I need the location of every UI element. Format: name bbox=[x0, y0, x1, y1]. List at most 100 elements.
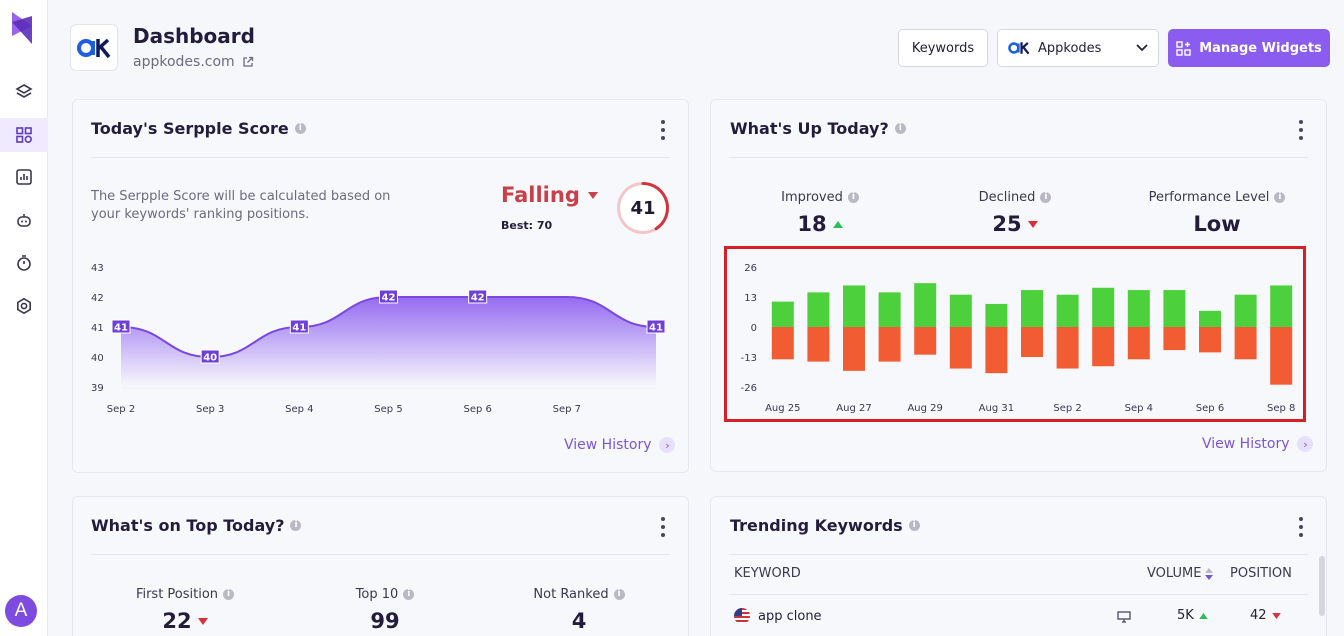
svg-text:41: 41 bbox=[292, 323, 306, 334]
whats-up-view-history-link[interactable]: View History › bbox=[1202, 436, 1314, 452]
whats-up-title-text: What's Up Today? bbox=[730, 119, 889, 138]
x-tick-label: Aug 31 bbox=[979, 403, 1014, 414]
bar-declined[interactable] bbox=[1056, 327, 1079, 369]
y-tick-label: 0 bbox=[751, 323, 757, 334]
bar-declined[interactable] bbox=[985, 327, 1008, 374]
bar-improved[interactable] bbox=[1199, 310, 1221, 327]
bar-declined[interactable] bbox=[1270, 327, 1293, 385]
project-select[interactable]: Appkodes bbox=[997, 29, 1159, 67]
bar-declined[interactable] bbox=[878, 327, 901, 362]
bar-declined[interactable] bbox=[1092, 327, 1115, 367]
divider bbox=[729, 594, 1308, 595]
not-ranked-value: 4 bbox=[571, 609, 587, 633]
trending-menu-icon[interactable] bbox=[1298, 517, 1304, 537]
bar-improved[interactable] bbox=[914, 283, 937, 327]
domain-text[interactable]: appkodes.com bbox=[133, 54, 235, 70]
bar-improved[interactable] bbox=[1127, 290, 1150, 327]
manage-widgets-button[interactable]: Manage Widgets bbox=[1168, 29, 1330, 67]
user-avatar[interactable]: A bbox=[5, 595, 37, 627]
volume-column-header[interactable]: VOLUME bbox=[1147, 566, 1214, 581]
performance-value: Low bbox=[1193, 212, 1241, 236]
svg-text:42: 42 bbox=[382, 293, 396, 304]
y-tick-label: 13 bbox=[744, 293, 757, 304]
bar-declined[interactable] bbox=[1163, 327, 1186, 351]
bar-declined[interactable] bbox=[771, 327, 794, 360]
bar-improved[interactable] bbox=[1056, 294, 1079, 327]
external-link-icon[interactable] bbox=[242, 56, 254, 68]
y-tick-label: 43 bbox=[91, 263, 104, 274]
bar-declined[interactable] bbox=[1199, 327, 1221, 353]
score-data-label: 41 bbox=[111, 319, 131, 334]
dashboard-icon[interactable] bbox=[0, 118, 48, 152]
info-icon[interactable]: i bbox=[1274, 192, 1286, 203]
bar-declined[interactable] bbox=[949, 327, 972, 369]
bar-declined[interactable] bbox=[807, 327, 830, 362]
serpple-view-history-link[interactable]: View History › bbox=[564, 437, 676, 453]
not-ranked-stat: Not Ranked i 4 bbox=[519, 587, 639, 633]
bar-declined[interactable] bbox=[1234, 327, 1257, 360]
bar-improved[interactable] bbox=[843, 285, 865, 327]
info-icon[interactable]: i bbox=[294, 123, 306, 134]
not-ranked-label: Not Ranked bbox=[533, 587, 609, 602]
serpple-logo-icon[interactable] bbox=[12, 12, 32, 44]
bar-declined[interactable] bbox=[1021, 327, 1043, 357]
project-domain[interactable]: appkodes.com bbox=[133, 54, 254, 70]
bar-improved[interactable] bbox=[878, 292, 901, 327]
info-icon[interactable]: i bbox=[1040, 192, 1052, 203]
score-data-label: 42 bbox=[379, 289, 398, 304]
info-icon[interactable]: i bbox=[290, 520, 302, 531]
bar-improved[interactable] bbox=[949, 294, 972, 327]
bar-improved[interactable] bbox=[1092, 287, 1115, 327]
whats-up-menu-icon[interactable] bbox=[1298, 120, 1304, 140]
bot-icon[interactable] bbox=[0, 203, 48, 237]
bar-improved[interactable] bbox=[807, 292, 830, 327]
volume-cell: 5K bbox=[1177, 608, 1208, 623]
serpple-menu-icon[interactable] bbox=[660, 120, 666, 140]
scrollbar-thumb[interactable] bbox=[1319, 556, 1325, 616]
trending-keywords-card bbox=[710, 496, 1327, 636]
improved-label: Improved bbox=[781, 190, 843, 205]
manage-widgets-label: Manage Widgets bbox=[1199, 40, 1322, 56]
info-icon[interactable]: i bbox=[894, 123, 906, 134]
caret-up-icon bbox=[1199, 612, 1208, 619]
reports-icon[interactable] bbox=[0, 160, 48, 194]
keywords-button[interactable]: Keywords bbox=[898, 29, 988, 67]
timer-icon[interactable] bbox=[0, 246, 48, 280]
table-row[interactable]: app clone bbox=[734, 608, 822, 624]
sort-icon[interactable] bbox=[1205, 567, 1214, 580]
bar-improved[interactable] bbox=[771, 301, 794, 327]
x-tick-label: Sep 3 bbox=[196, 404, 224, 415]
bar-declined[interactable] bbox=[914, 327, 937, 355]
first-position-label: First Position bbox=[135, 587, 219, 602]
bar-improved[interactable] bbox=[1021, 290, 1043, 327]
x-tick-label: Aug 27 bbox=[836, 403, 871, 414]
bar-declined[interactable] bbox=[843, 327, 865, 371]
info-icon[interactable]: i bbox=[403, 589, 415, 600]
y-tick-label: 39 bbox=[91, 383, 104, 394]
bar-improved[interactable] bbox=[1234, 294, 1257, 327]
top10-label: Top 10 bbox=[355, 587, 399, 602]
bar-improved[interactable] bbox=[1270, 285, 1293, 327]
view-history-label: View History bbox=[1202, 436, 1290, 452]
info-icon[interactable]: i bbox=[613, 589, 625, 600]
svg-text:40: 40 bbox=[203, 353, 217, 364]
x-tick-label: Sep 2 bbox=[107, 404, 135, 415]
first-position-value: 22 bbox=[162, 609, 192, 633]
trend-text: Falling bbox=[501, 183, 580, 207]
info-icon[interactable]: i bbox=[223, 589, 235, 600]
layers-icon[interactable] bbox=[0, 75, 48, 109]
info-icon[interactable]: i bbox=[908, 520, 920, 531]
position-value: 42 bbox=[1250, 608, 1267, 623]
view-history-label: View History bbox=[564, 437, 652, 453]
bar-declined[interactable] bbox=[1127, 327, 1150, 360]
settings-icon[interactable] bbox=[0, 289, 48, 323]
bar-improved[interactable] bbox=[985, 303, 1008, 327]
x-tick-label: Aug 29 bbox=[907, 403, 942, 414]
y-tick-label: 26 bbox=[744, 263, 757, 274]
appkodes-small-logo-icon bbox=[1008, 42, 1030, 55]
bar-improved[interactable] bbox=[1163, 290, 1186, 327]
info-icon[interactable]: i bbox=[847, 192, 859, 203]
divider bbox=[91, 554, 670, 555]
divider bbox=[729, 554, 1308, 555]
top-today-menu-icon[interactable] bbox=[660, 517, 666, 537]
